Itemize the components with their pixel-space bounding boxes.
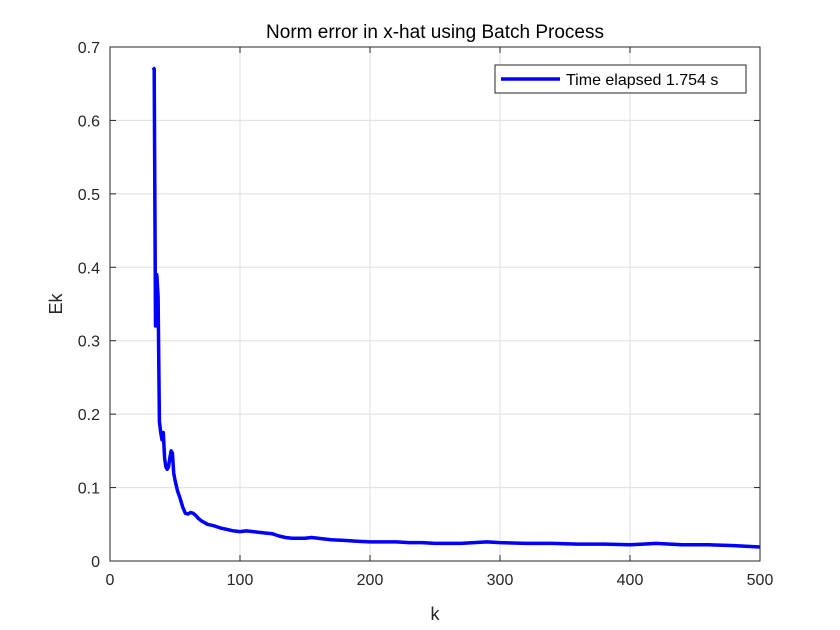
- y-tick-label: 0: [91, 554, 100, 571]
- series-line: [151, 66, 761, 549]
- x-tick-label: 300: [487, 572, 514, 589]
- legend-entry-label: Time elapsed 1.754 s: [566, 72, 718, 89]
- ticks: [109, 46, 761, 562]
- x-tick-label: 500: [747, 572, 774, 589]
- plot-frame: [109, 46, 761, 562]
- y-tick-label: 0.5: [78, 187, 100, 204]
- x-tick-label: 0: [106, 572, 115, 589]
- series-layer: [151, 66, 761, 549]
- x-axis-label: k: [431, 604, 441, 624]
- x-tick-label: 400: [617, 572, 644, 589]
- x-tick-label: 200: [357, 572, 384, 589]
- x-tick-label: 100: [227, 572, 254, 589]
- y-tick-label: 0.4: [78, 260, 100, 277]
- legend: Time elapsed 1.754 s: [494, 64, 747, 94]
- y-tick-label: 0.6: [78, 113, 100, 130]
- y-axis-label: Ek: [46, 293, 66, 315]
- y-tick-label: 0.7: [78, 40, 100, 57]
- y-tick-label: 0.2: [78, 407, 100, 424]
- tick-labels: 0 100 200 300 400 500 0 0.1 0.2 0.3 0.4 0.5 0.6 0.7: [78, 40, 774, 589]
- y-tick-label: 0.1: [78, 481, 100, 498]
- chart-title: Norm error in x-hat using Batch Process: [266, 22, 604, 43]
- y-tick-label: 0.3: [78, 334, 100, 351]
- plot-area: [110, 47, 760, 561]
